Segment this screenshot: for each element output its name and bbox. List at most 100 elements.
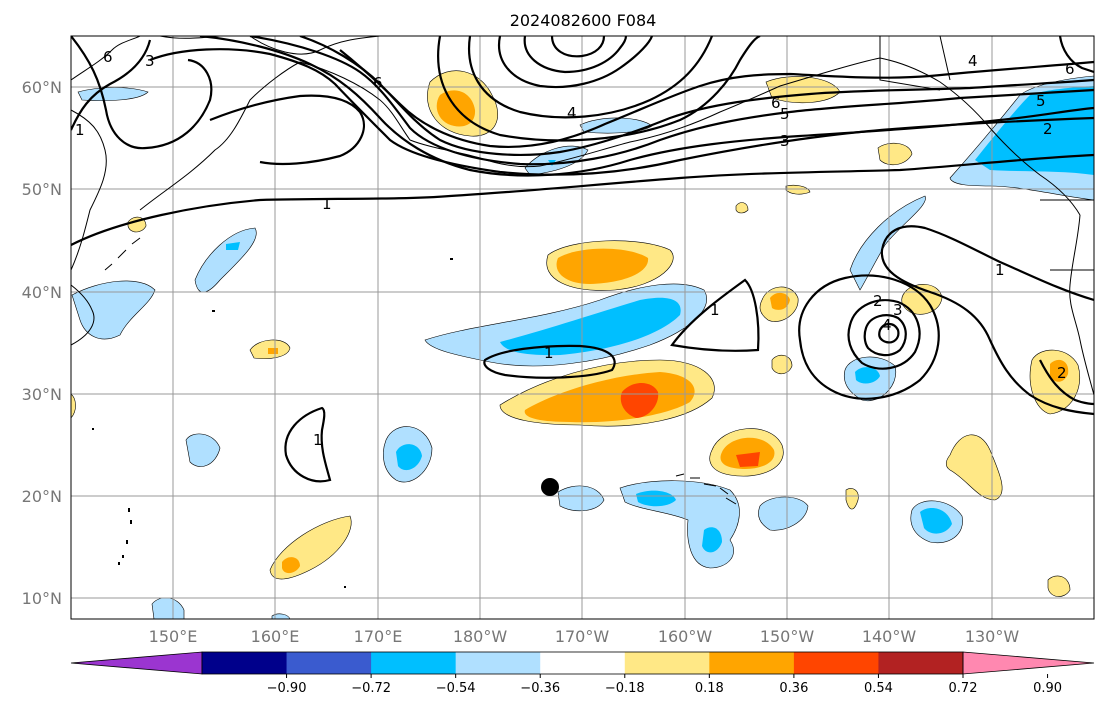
contour-label: 2 <box>873 292 883 310</box>
contour-label: 6 <box>771 94 781 112</box>
north-america-coast <box>1069 214 1094 396</box>
contour-east-low-4 <box>878 322 900 344</box>
contour-north-left <box>71 39 152 131</box>
contour-label: 4 <box>567 104 577 122</box>
contour-label: 1 <box>75 121 85 139</box>
kuril-islands <box>104 237 141 271</box>
contour-label: 1 <box>322 195 332 213</box>
contour-1-triangle <box>670 278 760 352</box>
contour-gulf-low-3 <box>550 36 606 58</box>
contour-label: 3 <box>780 132 790 150</box>
colorbar-segment <box>286 652 372 674</box>
contour-label: 1 <box>544 344 554 362</box>
location-marker <box>541 478 559 496</box>
map-area: 1 1 1 1 1 1 2 2 3 3 3 4 4 4 5 5 6 6 6 6 … <box>71 36 1094 619</box>
colorbar-tick-label: −0.90 <box>267 681 307 696</box>
colorbar-tick-label: −0.72 <box>351 681 391 696</box>
contour-gulf-low-outer <box>468 36 714 119</box>
anomaly-shading <box>71 70 1094 619</box>
positive-anomaly-east-1-core <box>770 292 790 310</box>
hawaiian-islands <box>675 473 737 505</box>
colorbar-extend-high <box>962 651 1095 675</box>
negative-anomaly-east-4-core <box>920 508 952 534</box>
colorbar-tick-label: −0.18 <box>605 681 645 696</box>
contour-6-east <box>1058 36 1094 74</box>
lat-label: 50°N <box>22 180 62 199</box>
lon-label: 180°W <box>453 627 508 646</box>
lon-label: 160°E <box>251 627 300 646</box>
colorbar-tick-label: −0.54 <box>436 681 476 696</box>
positive-anomaly-small-1-core <box>268 348 278 354</box>
negative-anomaly-east-1 <box>849 195 926 291</box>
contour-label: 3 <box>145 52 155 70</box>
negative-anomaly-west-2 <box>194 227 257 293</box>
colorbar-segment <box>878 652 964 674</box>
lat-label: 40°N <box>22 283 62 302</box>
contour-4 <box>249 36 1094 166</box>
contour-label: 6 <box>103 48 113 66</box>
colorbar-segment <box>202 652 288 674</box>
colorbar-tick-label: 0.90 <box>1033 681 1062 696</box>
contour-label: 5 <box>1036 92 1046 110</box>
negative-anomaly-mid-1-core <box>396 444 422 471</box>
alaska-south-coast <box>779 57 1081 216</box>
contour-gulf-low-outer-2 <box>437 36 761 142</box>
contour-1-main <box>71 153 1094 246</box>
contour-3 <box>199 36 1094 177</box>
positive-anomaly-small-6 <box>771 354 793 375</box>
lat-label: 60°N <box>22 78 62 97</box>
positive-anomaly-north-pacific-core <box>556 248 649 284</box>
positive-anomaly-small-4 <box>877 142 913 166</box>
lon-label: 170°E <box>354 627 403 646</box>
contour-east-low-3 <box>863 314 907 357</box>
positive-anomaly-small-9 <box>735 202 749 214</box>
negative-anomaly-hawaii-core-2 <box>702 527 722 553</box>
contour-east-low-2 <box>847 299 921 370</box>
negative-anomaly-west-2-core <box>226 242 240 250</box>
positive-anomaly-hawaii-north-red <box>736 452 760 467</box>
lon-label: 160°W <box>658 627 713 646</box>
contour-label: 1 <box>313 431 323 449</box>
positive-anomaly-small-8 <box>1047 575 1071 597</box>
contour-1-far-east <box>1039 359 1094 406</box>
positive-anomaly-small-7 <box>845 488 859 510</box>
contour-gulf-low-1 <box>497 36 654 89</box>
contour-1-central-closed <box>483 344 616 379</box>
contour-label: 4 <box>882 316 892 334</box>
contours <box>71 36 1094 483</box>
lon-label: 150°E <box>149 627 198 646</box>
map-frame <box>70 35 1095 620</box>
positive-anomaly-small-2-core <box>282 557 300 574</box>
colorbar-tick-label: 0.72 <box>949 681 978 696</box>
colorbar-tick-label: −0.36 <box>520 681 560 696</box>
contour-labels: 1 1 1 1 1 1 2 2 3 3 3 4 4 4 5 5 6 6 6 6 … <box>75 48 1075 449</box>
lat-label: 10°N <box>22 589 62 608</box>
colorbar-tick-label: 0.36 <box>779 681 808 696</box>
contour-label: 2 <box>1057 364 1067 382</box>
contour-label: 1 <box>995 261 1005 279</box>
latitude-labels: 60°N 50°N 40°N 30°N 20°N 10°N <box>22 78 62 608</box>
positive-anomaly-hawaii-north-orange <box>720 437 775 470</box>
negative-anomaly-east-2-core <box>855 367 880 384</box>
contour-label: 4 <box>968 52 978 70</box>
contour-label: 2 <box>1043 120 1053 138</box>
lon-label: 150°W <box>760 627 815 646</box>
colorbar-segment <box>793 652 879 674</box>
colorbar-segment <box>455 652 541 674</box>
lon-label: 130°W <box>965 627 1020 646</box>
colorbar-segment <box>371 652 457 674</box>
negative-anomaly-central-band-core <box>500 297 681 356</box>
lon-label: 140°W <box>862 627 917 646</box>
negative-anomaly-hawaii-core <box>636 490 676 507</box>
contour-6 <box>339 49 1094 148</box>
lat-label: 30°N <box>22 385 62 404</box>
positive-anomaly-se <box>945 434 1003 501</box>
colorbar-extend-low <box>70 651 203 675</box>
contour-label: 3 <box>893 301 903 319</box>
canada-border <box>1040 199 1094 271</box>
contour-gulf-low-2 <box>523 36 628 74</box>
colorbar-frame <box>201 651 964 675</box>
contour-1-west-loop <box>71 36 213 150</box>
positive-anomaly-small-10 <box>785 184 811 195</box>
